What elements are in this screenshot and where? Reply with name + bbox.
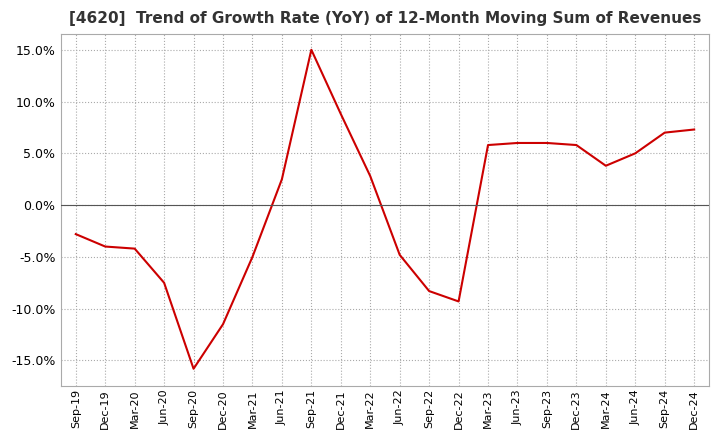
Title: [4620]  Trend of Growth Rate (YoY) of 12-Month Moving Sum of Revenues: [4620] Trend of Growth Rate (YoY) of 12-… [69,11,701,26]
